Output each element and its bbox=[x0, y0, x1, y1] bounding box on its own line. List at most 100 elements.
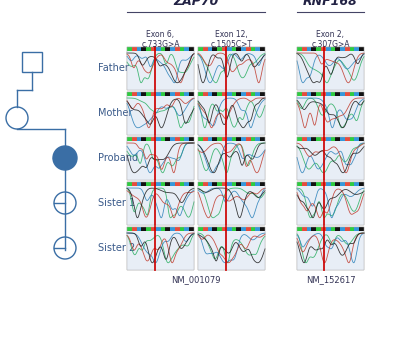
Bar bbox=[170, 92, 175, 96]
Bar bbox=[127, 96, 194, 135]
Bar bbox=[241, 137, 246, 141]
Bar bbox=[246, 137, 251, 141]
Bar bbox=[127, 92, 194, 135]
Bar bbox=[217, 137, 222, 141]
Bar bbox=[175, 92, 180, 96]
Bar bbox=[311, 137, 316, 141]
Bar bbox=[236, 92, 241, 96]
Bar bbox=[180, 92, 184, 96]
Bar bbox=[297, 92, 302, 96]
Bar bbox=[302, 137, 306, 141]
Bar bbox=[198, 182, 265, 225]
Bar bbox=[335, 137, 340, 141]
Bar bbox=[297, 227, 364, 270]
Bar bbox=[184, 47, 189, 51]
Bar bbox=[297, 137, 302, 141]
Bar bbox=[297, 137, 364, 180]
Bar bbox=[302, 182, 306, 186]
Bar bbox=[246, 47, 251, 51]
Bar bbox=[127, 137, 194, 180]
Bar bbox=[184, 227, 189, 231]
Bar bbox=[335, 92, 340, 96]
Bar bbox=[350, 47, 354, 51]
Bar bbox=[236, 137, 241, 141]
Bar bbox=[165, 137, 170, 141]
Bar bbox=[350, 137, 354, 141]
Bar bbox=[330, 47, 335, 51]
Bar bbox=[321, 92, 326, 96]
Bar bbox=[350, 182, 354, 186]
Bar bbox=[297, 92, 364, 135]
Bar bbox=[297, 47, 302, 51]
Bar bbox=[227, 47, 232, 51]
Bar bbox=[302, 47, 306, 51]
Bar bbox=[354, 182, 359, 186]
Bar bbox=[222, 182, 227, 186]
Bar bbox=[198, 92, 265, 135]
Bar bbox=[316, 92, 321, 96]
Bar bbox=[260, 227, 265, 231]
Bar bbox=[127, 182, 194, 225]
Circle shape bbox=[6, 107, 28, 129]
Bar bbox=[246, 227, 251, 231]
Bar bbox=[227, 92, 232, 96]
Bar bbox=[297, 141, 364, 180]
Bar bbox=[212, 227, 217, 231]
Bar bbox=[156, 227, 160, 231]
Bar bbox=[175, 182, 180, 186]
Bar bbox=[232, 47, 236, 51]
Bar bbox=[184, 182, 189, 186]
Bar bbox=[198, 96, 265, 135]
Bar bbox=[311, 227, 316, 231]
Text: Mother: Mother bbox=[98, 108, 132, 118]
Bar bbox=[160, 47, 165, 51]
Bar bbox=[198, 47, 203, 51]
Bar bbox=[208, 92, 212, 96]
Bar bbox=[256, 182, 260, 186]
Bar bbox=[180, 182, 184, 186]
Bar bbox=[340, 47, 345, 51]
Bar bbox=[340, 182, 345, 186]
Bar bbox=[165, 92, 170, 96]
Bar bbox=[156, 92, 160, 96]
Bar bbox=[198, 141, 265, 180]
Text: Sister 2: Sister 2 bbox=[98, 243, 135, 253]
Bar bbox=[212, 182, 217, 186]
Bar bbox=[321, 47, 326, 51]
Bar bbox=[260, 182, 265, 186]
Bar bbox=[297, 186, 364, 225]
Bar bbox=[136, 227, 141, 231]
Bar bbox=[222, 47, 227, 51]
Bar bbox=[306, 47, 311, 51]
Bar bbox=[203, 137, 208, 141]
Bar bbox=[165, 182, 170, 186]
Text: Exon 12,
c.1505C>T: Exon 12, c.1505C>T bbox=[210, 30, 252, 49]
Bar bbox=[132, 137, 136, 141]
Bar bbox=[175, 227, 180, 231]
Bar bbox=[316, 137, 321, 141]
Bar bbox=[335, 227, 340, 231]
Bar bbox=[160, 227, 165, 231]
Bar bbox=[170, 227, 175, 231]
Text: NM_001079: NM_001079 bbox=[171, 276, 221, 284]
Bar bbox=[165, 227, 170, 231]
Bar bbox=[260, 47, 265, 51]
Bar bbox=[330, 182, 335, 186]
Bar bbox=[141, 227, 146, 231]
Bar bbox=[232, 182, 236, 186]
Bar bbox=[180, 227, 184, 231]
Bar bbox=[260, 92, 265, 96]
Bar bbox=[141, 92, 146, 96]
Bar bbox=[297, 96, 364, 135]
Bar bbox=[198, 182, 265, 225]
Bar bbox=[330, 227, 335, 231]
Text: RNF168: RNF168 bbox=[303, 0, 358, 8]
Bar bbox=[127, 227, 194, 270]
Bar bbox=[232, 227, 236, 231]
Bar bbox=[127, 227, 132, 231]
Bar bbox=[180, 137, 184, 141]
Bar bbox=[321, 227, 326, 231]
Bar bbox=[297, 47, 364, 90]
Bar bbox=[198, 47, 265, 90]
Bar bbox=[311, 92, 316, 96]
